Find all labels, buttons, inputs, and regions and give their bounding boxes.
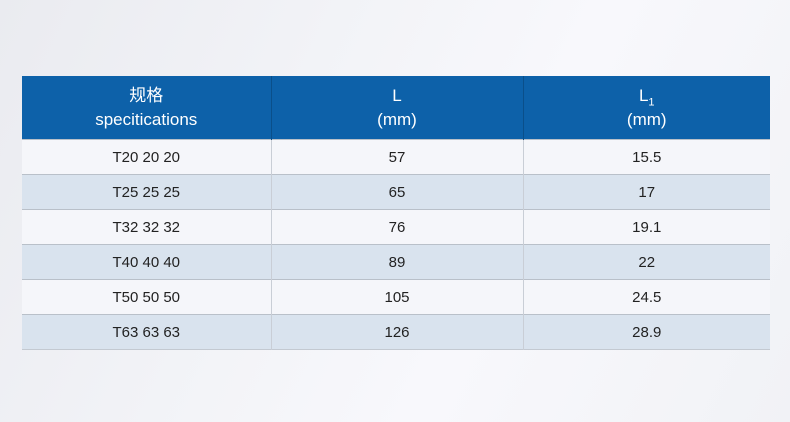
specifications-table: 规格 specitications L (mm) L1 (mm) T20 20 …	[22, 76, 770, 350]
l1-cell: 28.9	[522, 314, 770, 350]
header-l-symbol: L	[392, 85, 402, 105]
header-l1-subscript: 1	[648, 96, 655, 109]
l1-cell: 19.1	[522, 209, 770, 245]
spec-cell: T40 40 40	[22, 244, 271, 280]
spec-cell: T25 25 25	[22, 174, 271, 210]
l1-cell: 15.5	[522, 139, 770, 175]
l1-cell: 17	[522, 174, 770, 210]
header-l1-unit: (mm)	[626, 109, 667, 129]
l-cell: 89	[270, 244, 523, 280]
header-l: L (mm)	[270, 76, 523, 140]
spec-cell: T32 32 32	[22, 209, 271, 245]
table-row: T50 50 50 105 24.5	[22, 279, 770, 315]
l-cell: 126	[270, 314, 523, 350]
table-header-row: 规格 specitications L (mm) L1 (mm)	[22, 76, 770, 140]
l1-cell: 24.5	[522, 279, 770, 315]
spec-cell: T63 63 63	[22, 314, 271, 350]
header-l1-symbol: L	[638, 85, 649, 105]
table-row: T20 20 20 57 15.5	[22, 139, 770, 175]
l-cell: 76	[270, 209, 523, 245]
spec-cell: T20 20 20	[22, 139, 271, 175]
l-cell: 105	[270, 279, 523, 315]
spec-cell: T50 50 50	[22, 279, 271, 315]
l-cell: 65	[270, 174, 523, 210]
table-row: T63 63 63 126 28.9	[22, 314, 770, 350]
table-row: T32 32 32 76 19.1	[22, 209, 770, 245]
table-row: T40 40 40 89 22	[22, 244, 770, 280]
l1-cell: 22	[522, 244, 770, 280]
header-l1: L1 (mm)	[522, 76, 770, 140]
header-specifications-en: specitications	[95, 109, 198, 129]
l-cell: 57	[270, 139, 523, 175]
table-row: T25 25 25 65 17	[22, 174, 770, 210]
header-specifications-cn: 规格	[129, 85, 164, 105]
header-specifications: 规格 specitications	[22, 76, 271, 140]
header-l-unit: (mm)	[377, 109, 417, 129]
